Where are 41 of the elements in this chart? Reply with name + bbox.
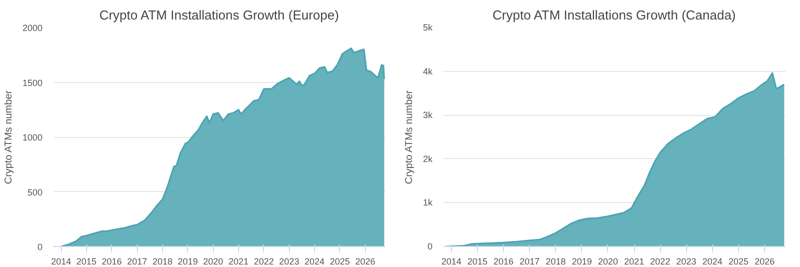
y-tick-label: 5k [422, 22, 433, 32]
y-tick-label: 1k [422, 198, 433, 208]
x-tick-label: 2022 [254, 256, 274, 266]
x-tick-label: 2016 [102, 256, 122, 266]
y-axis-title: Crypto ATMs number [404, 90, 415, 184]
x-tick-label: 2025 [728, 256, 749, 266]
y-tick-label: 500 [27, 187, 43, 198]
x-tick-label: 2015 [467, 256, 488, 266]
y-tick-label: 2000 [22, 23, 43, 33]
x-tick-label: 2020 [598, 256, 618, 266]
x-tick-label: 2020 [203, 256, 224, 266]
x-tick-label: 2014 [441, 256, 462, 266]
chart-title: Crypto ATM Installations Growth (Europe) [99, 8, 339, 22]
x-tick-label: 2018 [152, 256, 172, 266]
x-tick-label: 2017 [520, 256, 540, 266]
x-tick-label: 2022 [650, 256, 670, 266]
y-tick-label: 1500 [22, 78, 43, 88]
x-tick-label: 2026 [754, 256, 775, 266]
y-axis-title: Crypto ATMs number [3, 90, 14, 184]
x-tick-label: 2024 [702, 256, 722, 266]
x-tick-label: 2021 [228, 256, 249, 266]
x-tick-label: 2025 [330, 256, 350, 266]
x-tick-label: 2014 [51, 256, 72, 266]
x-tick-label: 2023 [279, 256, 300, 266]
x-tick-label: 2018 [546, 256, 566, 266]
x-tick-label: 2016 [494, 256, 514, 266]
x-tick-label: 2019 [178, 256, 198, 266]
y-tick-label: 3k [422, 110, 433, 120]
x-tick-label: 2024 [304, 256, 325, 266]
y-tick-label: 2k [422, 154, 433, 164]
y-tick-label: 1000 [22, 132, 43, 142]
x-tick-label: 2023 [676, 256, 696, 266]
y-tick-label: 4k [422, 66, 433, 76]
x-tick-label: 2019 [572, 256, 592, 266]
chart-title: Crypto ATM Installations Growth (Canada) [492, 8, 736, 22]
x-tick-label: 2017 [127, 256, 148, 266]
x-tick-label: 2021 [624, 256, 644, 266]
x-tick-label: 2015 [76, 256, 96, 266]
y-tick-label: 0 [37, 242, 43, 252]
x-tick-label: 2026 [355, 256, 376, 266]
y-tick-label: 0 [427, 242, 433, 252]
